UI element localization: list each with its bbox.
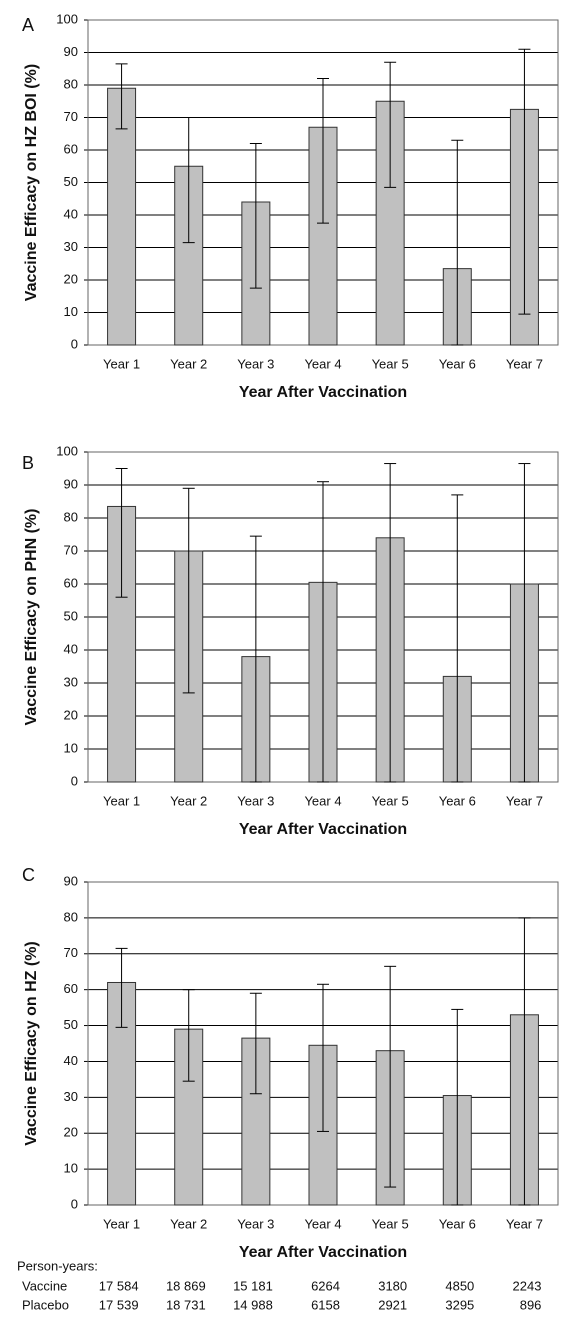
y-tick-label: 70	[64, 945, 78, 960]
panel-label: A	[22, 15, 34, 35]
x-tick-label: Year 2	[170, 356, 207, 371]
y-tick-label: 90	[64, 44, 78, 59]
y-tick-label: 0	[71, 336, 78, 351]
y-tick-label: 30	[64, 674, 78, 689]
y-tick-label: 20	[64, 271, 78, 286]
cell: 6158	[311, 1297, 340, 1312]
cell: 896	[520, 1297, 542, 1312]
x-tick-label: Year 1	[103, 356, 140, 371]
y-tick-label: 90	[64, 873, 78, 888]
y-tick-label: 0	[71, 773, 78, 788]
x-tick-label: Year 2	[170, 1216, 207, 1231]
y-tick-label: 60	[64, 141, 78, 156]
x-tick-label: Year 6	[439, 793, 476, 808]
y-tick-label: 80	[64, 509, 78, 524]
y-tick-label: 60	[64, 981, 78, 996]
row-label: Placebo	[22, 1297, 69, 1312]
y-tick-label: 10	[64, 304, 78, 319]
panel-label: C	[22, 865, 35, 885]
cell: 3295	[445, 1297, 474, 1312]
y-tick-label: 80	[64, 909, 78, 924]
x-tick-label: Year 5	[372, 793, 409, 808]
x-tick-label: Year 7	[506, 793, 543, 808]
x-tick-label: Year 2	[170, 793, 207, 808]
y-tick-label: 40	[64, 1053, 78, 1068]
y-tick-label: 70	[64, 542, 78, 557]
cell: 15 181	[233, 1278, 273, 1293]
x-tick-label: Year 4	[304, 793, 341, 808]
y-tick-label: 100	[56, 443, 78, 458]
cell: 2243	[513, 1278, 542, 1293]
cell: 6264	[311, 1278, 340, 1293]
x-axis-label: Year After Vaccination	[239, 1244, 407, 1261]
y-tick-label: 90	[64, 476, 78, 491]
cell: 3180	[378, 1278, 407, 1293]
x-tick-label: Year 5	[372, 356, 409, 371]
cell: 18 731	[166, 1297, 206, 1312]
y-tick-label: 10	[64, 1161, 78, 1176]
x-tick-label: Year 5	[372, 1216, 409, 1231]
x-tick-label: Year 6	[439, 356, 476, 371]
cell: 4850	[445, 1278, 474, 1293]
x-axis-label: Year After Vaccination	[239, 821, 407, 838]
bar	[107, 981, 137, 1206]
y-tick-label: 50	[64, 174, 78, 189]
cell: 18 869	[166, 1278, 206, 1293]
x-tick-label: Year 1	[103, 793, 140, 808]
y-tick-label: 40	[64, 206, 78, 221]
table-title: Person-years:	[17, 1258, 98, 1273]
bar	[107, 87, 137, 346]
x-tick-label: Year 3	[237, 1216, 274, 1231]
x-tick-label: Year 4	[304, 356, 341, 371]
x-axis-label: Year After Vaccination	[239, 384, 407, 401]
x-tick-label: Year 6	[439, 1216, 476, 1231]
x-tick-label: Year 3	[237, 356, 274, 371]
y-tick-label: 40	[64, 641, 78, 656]
y-tick-label: 20	[64, 707, 78, 722]
y-tick-label: 70	[64, 109, 78, 124]
x-tick-label: Year 3	[237, 793, 274, 808]
y-tick-label: 50	[64, 608, 78, 623]
y-tick-label: 60	[64, 575, 78, 590]
y-tick-label: 20	[64, 1125, 78, 1140]
y-axis-label: Vaccine Efficacy on HZ (%)	[23, 941, 40, 1146]
cell: 17 539	[99, 1297, 139, 1312]
cell: 14 988	[233, 1297, 273, 1312]
cell: 2921	[378, 1297, 407, 1312]
y-tick-label: 80	[64, 76, 78, 91]
y-tick-label: 30	[64, 1089, 78, 1104]
y-tick-label: 30	[64, 239, 78, 254]
row-label: Vaccine	[22, 1278, 67, 1293]
y-axis-label: Vaccine Efficacy on PHN (%)	[23, 509, 40, 726]
x-tick-label: Year 7	[506, 356, 543, 371]
y-tick-label: 100	[56, 11, 78, 26]
cell: 17 584	[99, 1278, 139, 1293]
x-tick-label: Year 4	[304, 1216, 341, 1231]
y-tick-label: 50	[64, 1017, 78, 1032]
y-axis-label: Vaccine Efficacy on HZ BOI (%)	[23, 64, 40, 301]
x-tick-label: Year 1	[103, 1216, 140, 1231]
x-tick-label: Year 7	[506, 1216, 543, 1231]
panel-label: B	[22, 453, 34, 473]
y-tick-label: 0	[71, 1196, 78, 1211]
y-tick-label: 10	[64, 740, 78, 755]
